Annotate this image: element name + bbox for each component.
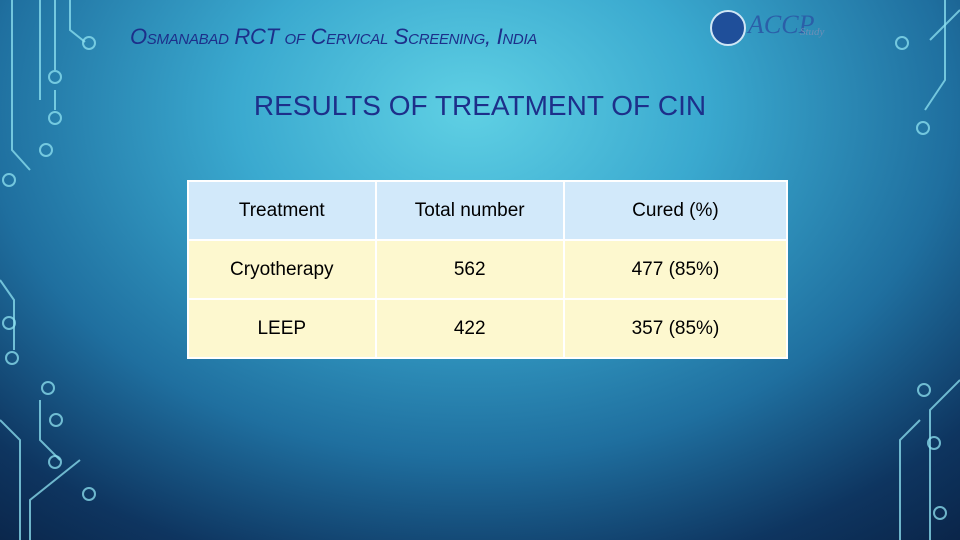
table-row: LEEP 422 357 (85%) [187, 298, 789, 359]
table-row: Cryotherapy 562 477 (85%) [187, 239, 789, 300]
table-cell: 357 (85%) [562, 298, 789, 359]
table-body: Cryotherapy 562 477 (85%) LEEP 422 357 (85%) [187, 239, 789, 359]
slide-title: RESULTS OF TREATMENT OF CIN [253, 90, 707, 121]
column-header: Total number [374, 180, 565, 241]
table-cell: LEEP [187, 298, 377, 359]
header-row: Treatment Total number Cured (%) [187, 180, 789, 241]
column-header: Cured (%) [562, 180, 789, 241]
logo-text: ACCP [748, 10, 815, 39]
table-cell: 422 [374, 298, 565, 359]
column-header: Treatment [187, 180, 377, 241]
table-cell: Cryotherapy [187, 239, 377, 300]
table-cell: 562 [374, 239, 565, 300]
logo: ACCP Study [710, 6, 840, 46]
header-title: Osmanabad RCT of Cervical Screening, Ind… [130, 24, 538, 49]
logo-emblem [710, 10, 746, 46]
logo-suffix: Study [800, 26, 825, 38]
table-cell: 477 (85%) [562, 239, 789, 300]
results-table: Treatment Total number Cured (%) Cryothera… [187, 180, 789, 359]
